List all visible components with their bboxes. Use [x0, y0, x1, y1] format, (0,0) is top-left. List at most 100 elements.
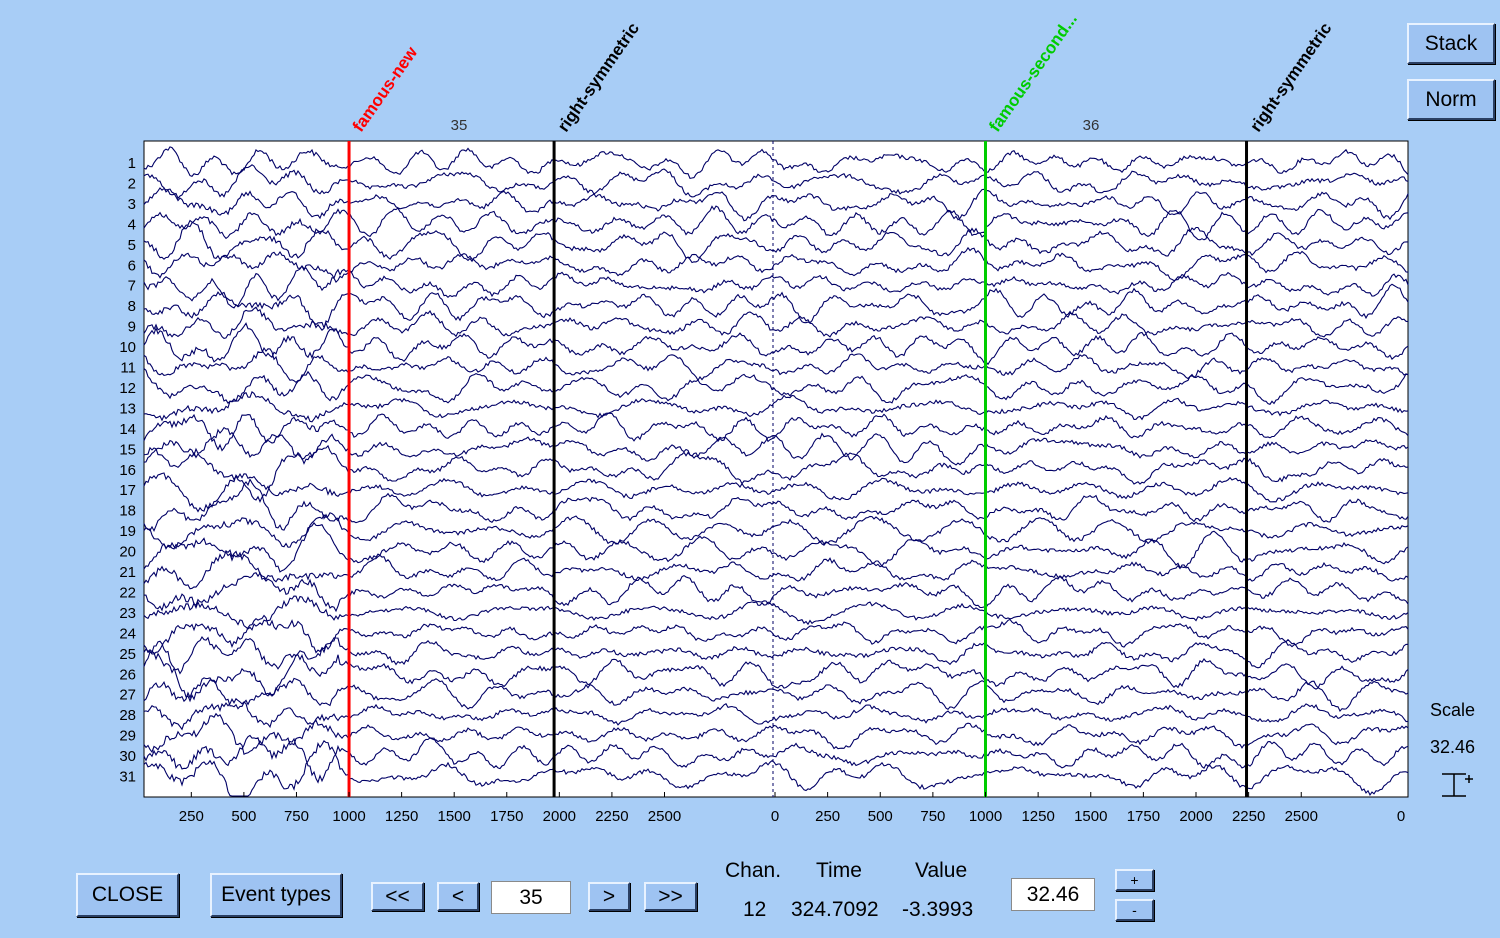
x-tick-label: 1250	[385, 808, 418, 825]
channel-trace	[143, 146, 1409, 180]
scale-input[interactable]: 32.46	[1011, 878, 1095, 911]
channel-trace	[143, 346, 1409, 384]
previous-epoch-button[interactable]: <	[437, 882, 479, 911]
event-label: right-symmetric	[1246, 19, 1335, 135]
channel-trace	[143, 164, 1409, 200]
eeg-traces	[143, 146, 1409, 797]
first-epoch-button[interactable]: <<	[371, 882, 424, 911]
epoch-number: 36	[1083, 117, 1100, 134]
channel-trace	[143, 640, 1409, 703]
channel-trace	[143, 614, 1409, 655]
x-tick-label: 500	[868, 808, 893, 825]
channel-label: 19	[119, 523, 136, 540]
scale-decrease-button[interactable]: -	[1115, 899, 1154, 921]
value-readout: -3.3993	[902, 898, 974, 921]
close-button[interactable]: CLOSE	[76, 873, 179, 917]
channel-trace	[143, 636, 1409, 675]
channel-trace	[143, 265, 1409, 309]
next-epoch-button[interactable]: >	[588, 882, 630, 911]
channel-trace	[143, 734, 1409, 784]
event-label: famous-new	[349, 43, 422, 136]
x-axis-ticks: 250 500 750 1000 1250 1500 1750 2000 2250 2500 0 25…	[179, 792, 1405, 825]
scale-bar-icon	[1442, 773, 1473, 797]
last-epoch-button[interactable]: >>	[644, 882, 697, 911]
x-tick-label: 1000	[332, 808, 365, 825]
channel-trace	[143, 739, 1409, 797]
channel-trace	[143, 549, 1409, 590]
channel-trace	[143, 205, 1409, 241]
stack-button[interactable]: Stack	[1407, 23, 1495, 64]
channel-trace	[143, 595, 1409, 631]
eeg-plot[interactable]: famous-new right-symmetric famous-second..…	[0, 0, 1500, 840]
x-tick-label: 2000	[1179, 808, 1212, 825]
channel-label: 6	[128, 257, 136, 274]
time-header: Time	[816, 859, 862, 882]
channel-label: 20	[119, 544, 136, 561]
channel-label: 27	[119, 687, 136, 704]
channel-trace	[143, 444, 1409, 503]
x-tick-label: 1500	[438, 808, 471, 825]
channel-label: 17	[119, 482, 136, 499]
channel-trace	[143, 521, 1409, 573]
channel-label: 5	[128, 237, 136, 254]
channel-trace	[143, 322, 1409, 366]
channel-trace	[143, 472, 1409, 513]
channel-trace	[143, 368, 1409, 405]
scale-increase-button[interactable]: +	[1115, 869, 1154, 891]
epoch-input[interactable]: 35	[491, 881, 571, 914]
chan-header: Chan.	[725, 859, 782, 882]
channel-label: 23	[119, 605, 136, 622]
value-header: Value	[915, 859, 968, 882]
epoch-numbers: 35 36	[451, 117, 1100, 134]
channel-trace	[143, 712, 1409, 755]
x-tick-label: 750	[920, 808, 945, 825]
channel-label: 18	[119, 503, 136, 520]
channel-label: 1	[128, 155, 136, 172]
channel-label: 3	[128, 196, 136, 213]
x-tick-label: 0	[1397, 808, 1405, 825]
channel-label: 4	[128, 216, 136, 233]
event-label: famous-second...	[985, 10, 1081, 135]
channel-trace	[143, 426, 1409, 466]
x-tick-label: 2500	[1285, 808, 1318, 825]
channel-label: 12	[119, 380, 136, 397]
channel-trace	[143, 478, 1409, 533]
channel-label: 10	[119, 339, 136, 356]
channel-label: 15	[119, 441, 136, 458]
norm-button[interactable]: Norm	[1407, 79, 1495, 120]
chan-readout: 12	[743, 898, 767, 921]
channel-trace	[143, 219, 1408, 264]
x-tick-label: 250	[815, 808, 840, 825]
channel-label: 11	[120, 360, 136, 377]
scale-value-label: 32.46	[1430, 737, 1476, 757]
x-tick-label: 1750	[1127, 808, 1160, 825]
event-types-button[interactable]: Event types	[210, 873, 342, 917]
x-tick-label: 2250	[595, 808, 628, 825]
x-tick-label: 250	[179, 808, 204, 825]
x-tick-label: 1750	[490, 808, 523, 825]
channel-label: 31	[119, 769, 136, 786]
channel-trace	[143, 697, 1409, 731]
channel-label: 22	[119, 584, 136, 601]
x-tick-label: 1500	[1074, 808, 1107, 825]
x-tick-label: 1000	[969, 808, 1002, 825]
channel-label: 29	[119, 728, 136, 745]
event-label: right-symmetric	[554, 19, 643, 135]
x-tick-label: 1250	[1021, 808, 1054, 825]
channel-label: 2	[128, 175, 136, 192]
time-readout: 324.7092	[791, 898, 879, 921]
channel-label: 13	[119, 400, 136, 417]
channel-trace	[143, 246, 1409, 284]
epoch-number: 35	[451, 117, 468, 134]
channel-trace	[143, 391, 1409, 423]
x-tick-label: 0	[771, 808, 779, 825]
channel-label: 16	[119, 462, 136, 479]
channel-trace	[143, 306, 1409, 340]
x-tick-label: 2500	[648, 808, 681, 825]
channel-label: 21	[119, 564, 136, 581]
channel-trace	[143, 571, 1409, 613]
channel-label: 30	[119, 748, 136, 765]
x-tick-label: 2250	[1232, 808, 1265, 825]
channel-label: 14	[119, 421, 136, 438]
channel-label: 8	[128, 298, 136, 315]
